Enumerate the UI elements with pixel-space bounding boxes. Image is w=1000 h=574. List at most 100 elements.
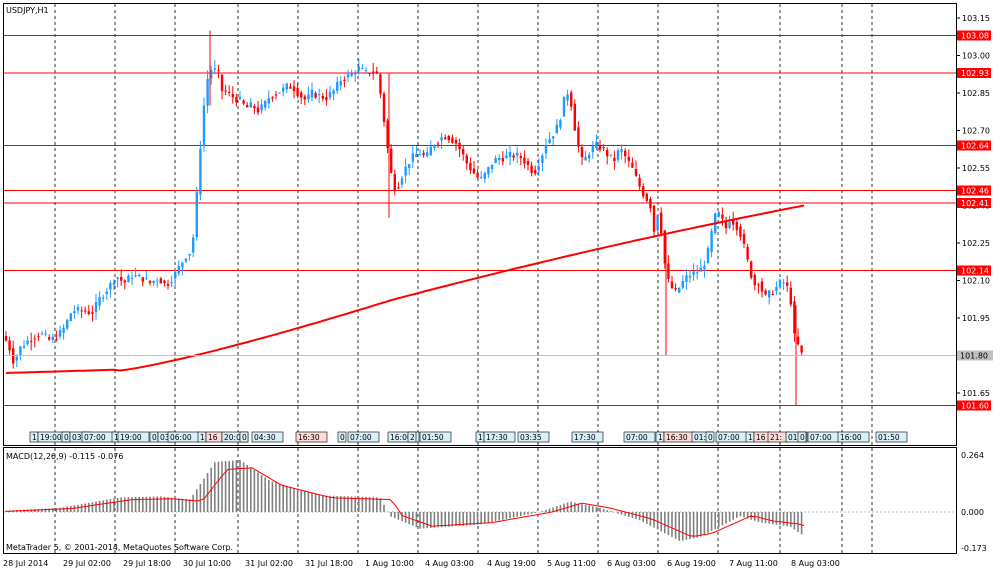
candle-body [789,287,792,305]
candle-body [84,310,87,312]
candle-body [670,281,674,288]
candle-body [361,68,364,70]
candle-body [454,140,458,144]
candle-body [130,278,134,280]
candle-body [710,230,713,252]
news-tag[interactable] [517,431,550,443]
time-axis: 28 Jul 2014 29 Jul 02:00 29 Jul 18:00 30 Ju… [3,559,840,568]
news-tag-label: 16 [756,433,766,442]
news-tag-label: 0 [152,433,157,442]
macd-tick-zero: 0.000 [961,508,984,517]
news-tag[interactable] [571,431,604,443]
candle-body [462,149,465,155]
news-tag-label: 07:00 [626,433,648,442]
candle-body [645,193,648,201]
news-tag[interactable] [117,431,150,443]
macd-pane[interactable] [3,447,957,554]
news-tag[interactable] [483,431,516,443]
news-tag[interactable] [797,431,807,443]
news-tag-label: 17:30 [486,433,508,442]
news-tag[interactable] [387,431,420,443]
candle-body [354,73,357,75]
candle-body [516,152,519,156]
price-pane[interactable] [3,3,957,446]
candle-body [782,282,785,284]
news-tag-label: 2 [410,433,415,442]
news-tag[interactable] [875,431,908,443]
time-axis-label: 5 Aug 11:00 [547,559,596,568]
level-tag-bg [957,198,991,208]
news-tag[interactable] [295,431,328,443]
candle-body [519,156,522,159]
candle-body [397,187,400,189]
candle-body [224,90,227,92]
candle-body [415,153,418,157]
candle-body [177,265,180,274]
candle-body [703,266,706,270]
candle-body [94,301,98,313]
time-axis-label: 6 Aug 03:00 [607,559,656,568]
candle-body [768,290,771,298]
candle-body [494,158,497,163]
candle-body [649,199,652,209]
news-tag[interactable] [239,431,249,443]
candle-body [382,93,386,122]
news-tag[interactable] [419,431,452,443]
candle-body [174,271,177,279]
candle-body [292,86,296,91]
candle-body [138,274,141,277]
candle-body [51,336,54,340]
candle-body [289,86,292,89]
news-tag-label: 03:35 [520,433,542,442]
candle-body [246,105,249,108]
news-tag-label: 19:00 [120,433,142,442]
candle-body [213,68,216,70]
candle-body [339,81,342,86]
candle-body [346,74,350,78]
time-axis-label: 8 Aug 03:00 [791,559,840,568]
time-axis-label: 29 Jul 02:00 [63,559,111,568]
candle-body [145,278,148,280]
news-tag[interactable] [705,431,715,443]
candle-body [4,336,8,341]
candle-body [303,96,306,100]
candle-body [458,143,461,150]
news-tag-label: 19:00 [40,433,62,442]
candle-body [98,296,101,306]
candle-body [480,176,483,178]
candle-body [148,280,152,284]
candle-body [26,340,29,345]
news-tag[interactable] [837,431,870,443]
news-tag[interactable] [785,431,808,443]
candle-body [469,163,472,171]
candle-body [192,237,195,253]
candle-body [472,168,476,174]
price-tick-label: 103.15 [962,14,990,23]
candle-body [436,143,440,145]
news-tag[interactable] [337,431,347,443]
news-tag[interactable] [407,431,417,443]
time-axis-label: 31 Jul 02:00 [245,559,293,568]
candle-body [62,327,65,333]
candle-body [210,70,213,79]
current-price-tag: 101.80 [957,350,993,361]
candle-body [285,83,288,90]
candle-body [231,94,234,98]
candle-body [616,150,620,160]
candle-body [400,178,404,185]
candle-body [120,277,123,281]
news-tag[interactable] [623,431,656,443]
candle-body [238,96,242,99]
candle-body [447,136,450,141]
news-tag[interactable] [347,431,380,443]
candle-body [87,311,90,315]
candle-body [375,71,378,74]
candle-body [8,340,11,351]
candle-body [325,97,328,101]
candle-body [372,71,375,73]
level-tag-bg [957,400,991,411]
candlesticks [4,30,803,406]
candle-body [109,283,112,290]
news-tag[interactable] [251,431,284,443]
